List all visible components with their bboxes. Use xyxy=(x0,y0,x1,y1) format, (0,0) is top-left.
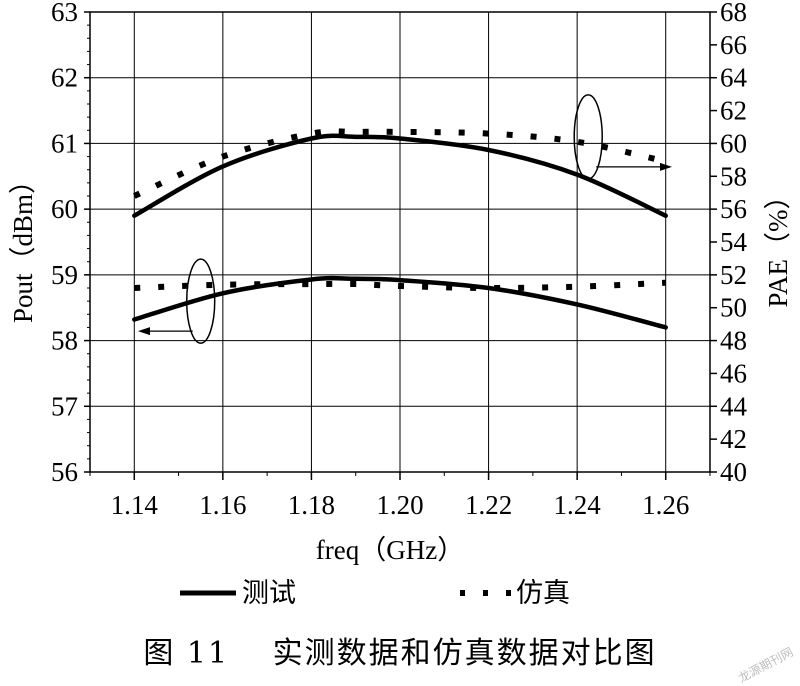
y2-tick-label: 52 xyxy=(720,260,747,290)
y-tick-label: 60 xyxy=(51,194,78,224)
y2-tick-label: 48 xyxy=(720,326,747,356)
y2-tick-label: 42 xyxy=(720,424,747,454)
x-tick-label: 1.18 xyxy=(288,490,335,520)
x-tick-label: 1.24 xyxy=(554,490,602,520)
y2-tick-label: 64 xyxy=(720,63,748,93)
y-tick-label: 59 xyxy=(51,260,78,290)
legend: 测试 仿真 xyxy=(180,578,570,608)
y2-tick-label: 50 xyxy=(720,293,747,323)
annotation-ellipse-pout xyxy=(185,258,216,344)
x-tick-label: 1.22 xyxy=(465,490,512,520)
annotation-arrowhead xyxy=(660,162,672,171)
grid xyxy=(90,11,710,473)
y2-tick-label: 68 xyxy=(720,0,747,27)
y2-axis-title: PAE（%） xyxy=(763,182,793,307)
y2-tick-label: 40 xyxy=(720,457,747,487)
y2-tick-label: 46 xyxy=(720,358,747,388)
legend-label-measured: 测试 xyxy=(242,578,296,608)
y2-tick-label: 60 xyxy=(720,128,747,158)
y-tick-label: 56 xyxy=(51,457,78,487)
y2-tick-label: 66 xyxy=(720,30,747,60)
y-tick-label: 58 xyxy=(51,326,78,356)
annotations xyxy=(138,94,672,344)
annotation-ellipse-pae xyxy=(573,94,603,180)
y2-tick-label: 58 xyxy=(720,161,747,191)
series-line-pae-solid xyxy=(132,133,668,218)
x-axis-title: freq（GHz） xyxy=(316,535,464,565)
y2-tick-label: 56 xyxy=(720,194,747,224)
figure-caption: 图 11 实测数据和仿真数据对比图 xyxy=(143,636,657,671)
y-tick-label: 61 xyxy=(51,128,78,158)
annotation-arrowhead xyxy=(138,327,150,336)
y-tick-label: 62 xyxy=(51,63,78,93)
chart: 1.14 1.16 1.18 1.20 1.22 1.24 1.26 56 57 58 59 60 61… xyxy=(8,0,793,608)
series xyxy=(132,128,668,330)
x-tick-label: 1.16 xyxy=(199,490,246,520)
y2-tick-label: 54 xyxy=(720,227,748,257)
x-tick-label: 1.26 xyxy=(642,490,689,520)
x-tick-label: 1.20 xyxy=(376,490,423,520)
ticks: 1.14 1.16 1.18 1.20 1.22 1.24 1.26 56 57 58 59 60 61… xyxy=(51,0,748,520)
y-axis-title: Pout（dBm） xyxy=(8,167,38,323)
series-line-pout-solid xyxy=(132,275,668,330)
legend-label-simulated: 仿真 xyxy=(516,578,570,608)
y-tick-label: 57 xyxy=(51,391,78,421)
y2-tick-label: 62 xyxy=(720,96,747,126)
y-tick-label: 63 xyxy=(51,0,78,27)
series-line-pae-dotted xyxy=(133,128,667,199)
y2-tick-label: 44 xyxy=(720,391,748,421)
x-tick-label: 1.14 xyxy=(111,490,159,520)
